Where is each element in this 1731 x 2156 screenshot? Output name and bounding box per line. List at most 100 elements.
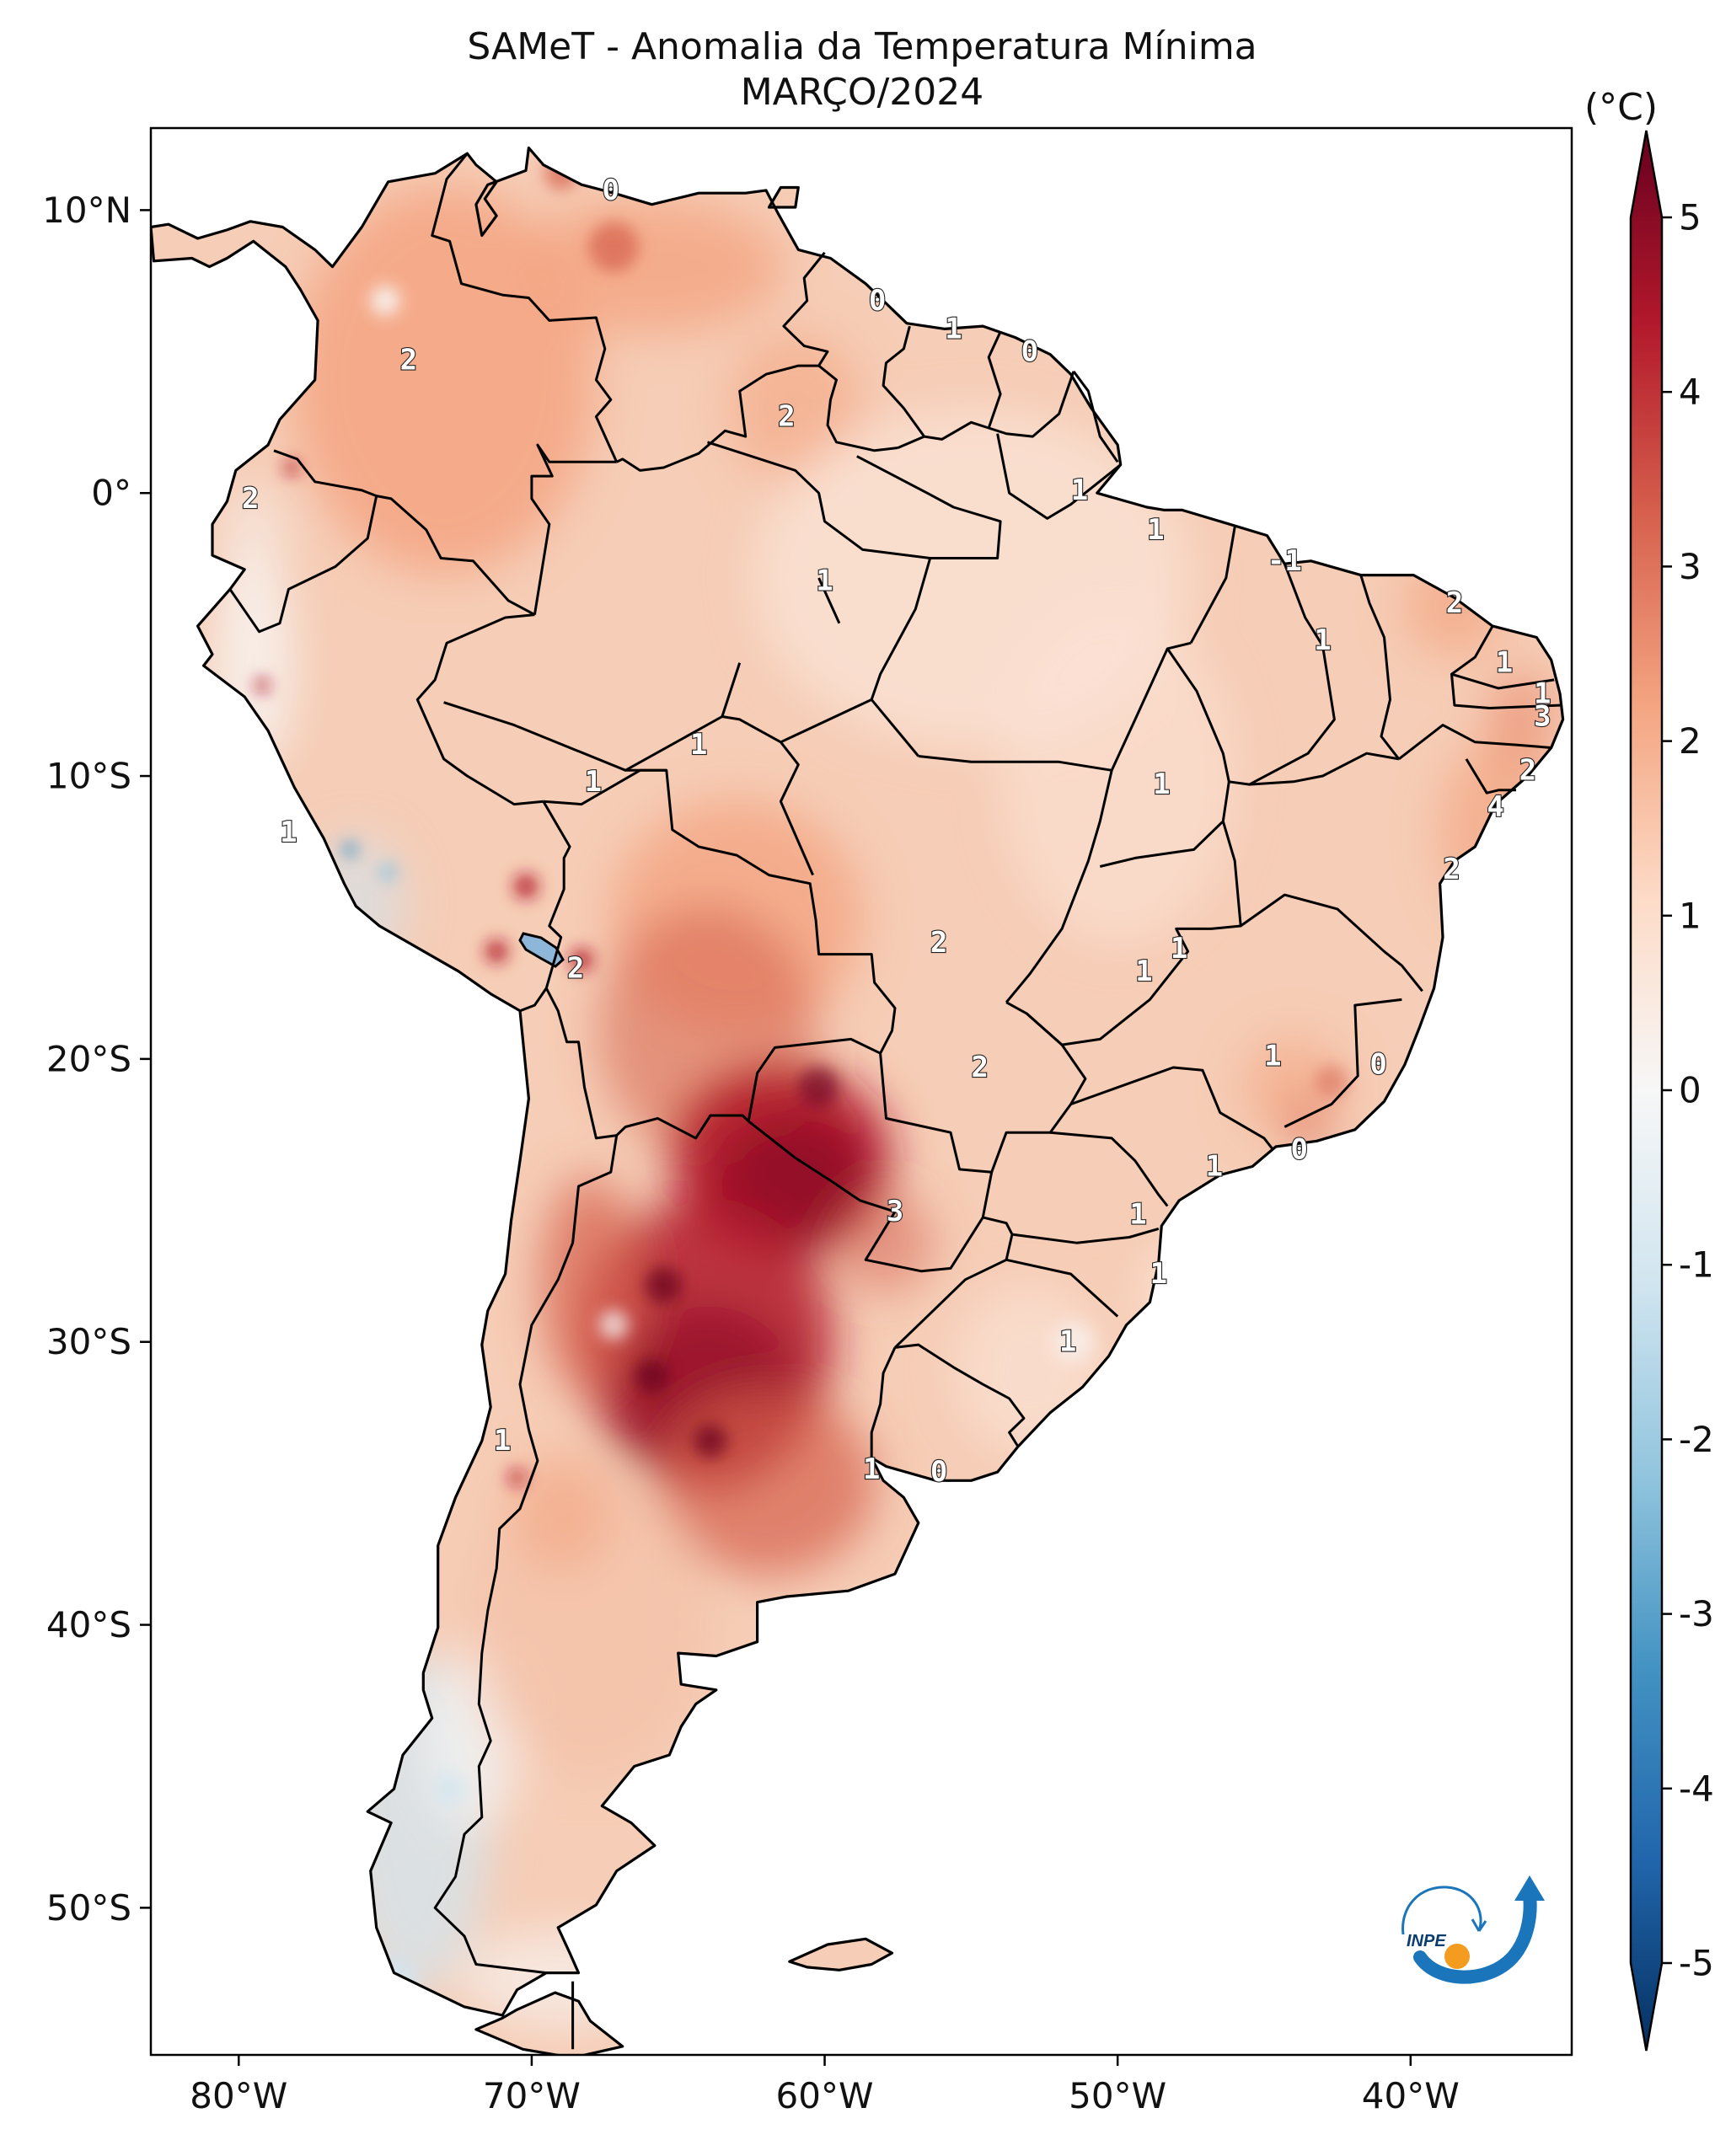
anomaly-spot — [378, 862, 399, 883]
lat-tick-label: 10°S — [46, 756, 131, 797]
anomaly-blob — [219, 484, 287, 586]
colorbar: 5 4 3 2 1 0 -1 -2 -3 -4 -5 — [1629, 130, 1714, 2052]
anomaly-spot — [588, 222, 640, 273]
border-line — [1026, 821, 1242, 1046]
border-line — [431, 152, 619, 463]
colorbar-units: (°C) — [1584, 86, 1659, 129]
contour-label: 2 — [242, 482, 259, 516]
contour-label: 1 — [1206, 1149, 1223, 1183]
colorbar-tick-label: 0 — [1679, 1070, 1702, 1111]
anomaly-blob — [1287, 1103, 1330, 1146]
inpe-logo: INPE — [1401, 1875, 1545, 1984]
border-line — [1011, 1227, 1160, 1244]
contour-label: 2 — [1446, 586, 1463, 620]
contour-label: 1 — [1264, 1040, 1281, 1073]
colorbar-tick-label: 3 — [1679, 546, 1702, 587]
anomaly-spot — [635, 1359, 669, 1394]
border-line — [1450, 674, 1561, 709]
contour-label: 1 — [1059, 1325, 1076, 1359]
border-line — [817, 577, 841, 624]
border-line — [1465, 758, 1516, 794]
colorbar-tick-label: -4 — [1679, 1768, 1714, 1809]
lon-tick-label: 70°W — [483, 2075, 581, 2116]
border-line — [228, 495, 378, 634]
anomaly-blob — [999, 607, 1236, 945]
anomaly-hotspots — [211, 185, 1558, 2030]
border-line — [990, 1001, 1087, 1173]
contour-label: 3 — [887, 1195, 903, 1228]
colorbar-tick-label: -5 — [1679, 1943, 1714, 1984]
map-title: SAMeT - Anomalia da Temperatura Mínima — [467, 25, 1257, 68]
contour-label: 0 — [930, 1455, 947, 1489]
border-line — [1249, 752, 1400, 786]
contour-label: 0 — [603, 174, 619, 207]
contour-label: 1 — [1314, 623, 1331, 657]
lat-tick-label: 40°S — [46, 1604, 131, 1645]
anomaly-spot — [693, 1424, 727, 1458]
border-line — [897, 435, 925, 449]
border-line — [519, 800, 571, 1013]
lat-tick-label: 30°S — [46, 1321, 131, 1362]
border-line — [1110, 641, 1192, 771]
anomaly-blob — [727, 332, 863, 484]
lat-tick-label: 50°S — [46, 1887, 131, 1929]
border-line — [748, 1053, 994, 1273]
contour-label: 3 — [1534, 700, 1551, 734]
border-line — [1166, 648, 1230, 822]
contour-label: 2 — [972, 1051, 989, 1084]
anomaly-spot — [255, 677, 271, 693]
contour-label: 1 — [1147, 513, 1164, 547]
contour-label: 1 — [494, 1424, 511, 1458]
border-line — [443, 701, 667, 772]
border-line — [996, 433, 1122, 520]
lon-tick-label: 50°W — [1069, 2075, 1166, 2116]
latitude-axis: 10°N 0° 10°S 20°S 30°S 40°S 50°S — [42, 190, 151, 1929]
contour-label: 2 — [1443, 853, 1460, 886]
anomaly-spot — [570, 948, 594, 972]
contour-label: 1 — [1071, 473, 1088, 507]
contour-label: -1 — [1267, 544, 1302, 578]
anomaly-spot — [370, 285, 401, 316]
colorbar-tick-label: 1 — [1679, 895, 1702, 936]
anomaly-spot — [645, 1266, 683, 1304]
contour-label: 2 — [400, 343, 417, 377]
lon-tick-label: 60°W — [776, 2075, 874, 2116]
contour-label: 0 — [869, 284, 886, 318]
border-line — [924, 420, 989, 441]
border-line — [1189, 527, 1236, 644]
border-line — [530, 443, 617, 615]
lake-titicaca — [518, 932, 565, 968]
contour-label: 2 — [778, 400, 795, 434]
lat-tick-label: 10°N — [42, 190, 131, 231]
contour-label: 0 — [1290, 1132, 1307, 1166]
lon-tick-label: 80°W — [190, 2075, 287, 2116]
coastline-segment — [788, 1937, 894, 1971]
colorbar-tick-label: -1 — [1679, 1244, 1714, 1286]
anomaly-spot — [1314, 1064, 1348, 1099]
anomaly-spot — [798, 1067, 839, 1108]
border-line — [1397, 724, 1551, 761]
contour-label: 2 — [930, 926, 947, 960]
colorbar-tick-label: -2 — [1679, 1419, 1714, 1460]
border-line — [1359, 575, 1401, 760]
contour-label: 1 — [1150, 1257, 1167, 1291]
border-line — [721, 662, 742, 717]
anomaly-spot — [1053, 1321, 1095, 1362]
colorbar-tick-label: 5 — [1679, 197, 1702, 238]
coastline-segment — [151, 146, 1565, 2017]
contour-label: 1 — [1496, 646, 1513, 680]
contour-label: 0 — [1021, 334, 1038, 368]
contour-label: 1 — [585, 765, 602, 799]
contour-label: 0 — [1369, 1048, 1386, 1082]
anomaly-spot — [512, 874, 539, 900]
anomaly-spot — [485, 939, 509, 964]
anomaly-spot — [506, 1467, 528, 1488]
contour-label: 4 — [1487, 790, 1503, 824]
border-line — [918, 755, 1112, 772]
border-line — [894, 1343, 1026, 1447]
coastline-segment — [474, 1991, 624, 2055]
border-line — [870, 1346, 897, 1458]
border-line — [707, 441, 930, 559]
svg-text:INPE: INPE — [1407, 1932, 1446, 1950]
